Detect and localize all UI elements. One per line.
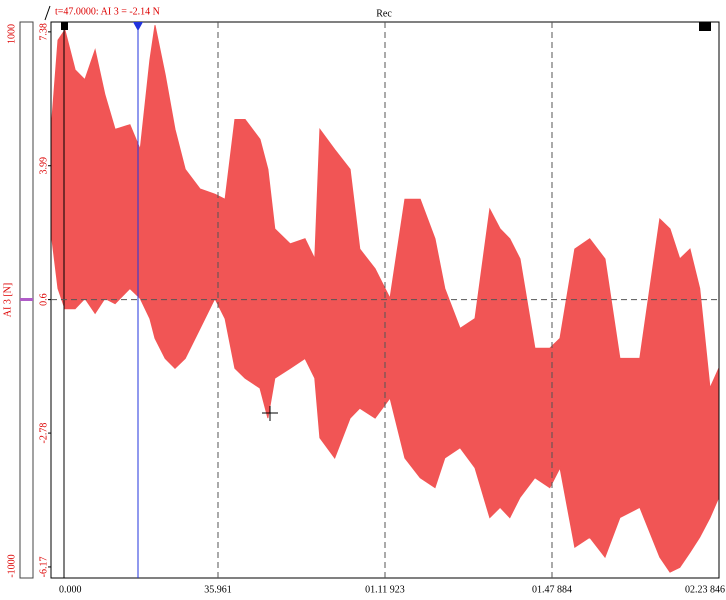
y2-tick-label: 1000: [6, 24, 17, 44]
x-tick-label: 01.47 884: [532, 584, 572, 595]
y-tick-label: 3.99: [38, 157, 49, 175]
y-tick-label: -6.17: [38, 557, 49, 578]
slider-marker: [20, 298, 33, 301]
y-tick-label: 0.6: [38, 293, 49, 306]
x-tick-label: 01.11 923: [365, 584, 405, 595]
crosshair: [262, 406, 278, 421]
zoom-icon[interactable]: [61, 22, 68, 30]
chart-title: Rec: [376, 8, 392, 19]
y-axis-label: AI 3 [N]: [2, 283, 13, 317]
x-tick-label: 0.000: [59, 584, 82, 595]
cursor-annotation: t=47.0000: AI 3 = -2.14 N: [55, 6, 160, 17]
toolbar-icon[interactable]: [699, 22, 711, 31]
cursor-handle[interactable]: [133, 22, 143, 31]
cursor-pointer: [44, 5, 51, 21]
x-tick-label: 02.23 846: [685, 584, 725, 595]
x-tick-label: 35.961: [204, 584, 232, 595]
y-tick-label: 7.38: [38, 23, 49, 41]
y-tick-label: -2.78: [38, 423, 49, 444]
y2-tick-label: -1000: [6, 554, 17, 577]
